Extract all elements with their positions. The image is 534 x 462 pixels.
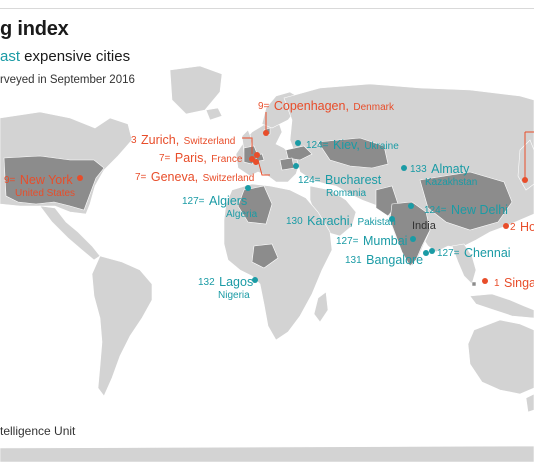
label-almaty: 133 Almaty Kazakhstan <box>410 162 478 188</box>
australia-landmass <box>467 319 534 395</box>
geneva-leader <box>257 159 270 176</box>
lagos-marker <box>252 277 258 283</box>
label-zurich: 3 Zurich, Switzerland <box>131 133 236 147</box>
ukraine-highlight <box>285 145 313 161</box>
label-kiev: 124= Kiev, Ukraine <box>306 138 399 152</box>
label-new-york: 9= New York United States <box>4 173 76 199</box>
bucharest-marker <box>293 163 299 169</box>
label-karachi: 130 Karachi, Pakistan <box>286 214 396 228</box>
new-york-marker <box>77 175 83 181</box>
africa-landmass <box>223 183 333 341</box>
kazakhstan-highlight <box>317 137 389 169</box>
karachi-marker <box>389 216 395 222</box>
subtitle-accent: ast <box>0 48 21 65</box>
singapore-marker <box>482 278 488 284</box>
antarctica-landmass <box>0 445 534 462</box>
label-mumbai: 127= Mumbai <box>336 234 408 248</box>
india-highlight <box>389 201 431 267</box>
iceland-landmass <box>205 107 223 121</box>
nigeria-highlight <box>251 243 279 269</box>
subtitle-rest: expensive cities <box>20 48 131 65</box>
label-geneva: 7= Geneva, Switzerland <box>135 170 255 184</box>
japan-marker <box>522 177 528 183</box>
zurich-leader <box>242 137 253 154</box>
bangalore-marker <box>423 250 429 256</box>
label-india: India <box>412 220 436 232</box>
label-chennai: 127= Chennai <box>437 246 511 260</box>
southeast-asia-landmass <box>451 243 477 285</box>
header-rule <box>0 8 534 9</box>
survey-note: rveyed in September 2016 <box>0 74 135 86</box>
greenland-landmass <box>169 65 223 115</box>
central-america-landmass <box>39 205 101 261</box>
algeria-highlight <box>237 185 273 225</box>
label-hong-kong: 2 Ho <box>510 220 534 234</box>
new-delhi-marker <box>408 203 414 209</box>
label-paris: 7= Paris, France <box>159 151 243 165</box>
label-algiers: 127= Algiers Algeria <box>182 194 258 220</box>
algiers-marker <box>245 185 251 191</box>
label-singapore: 1 Singa <box>494 276 534 290</box>
zurich-marker <box>254 152 260 158</box>
geneva-marker <box>253 159 259 165</box>
mumbai-marker <box>410 236 416 242</box>
label-copenhagen: 9= Copenhagen, Denmark <box>258 99 394 113</box>
romania-highlight <box>279 157 295 171</box>
label-bucharest: 124= Bucharest Romania <box>298 173 382 199</box>
kiev-marker <box>295 140 301 146</box>
united-states-highlight <box>3 155 105 211</box>
chart-subtitle: ast expensive cities <box>0 48 130 65</box>
source-note: telligence Unit <box>0 424 76 438</box>
almaty-marker <box>401 165 407 171</box>
copenhagen-marker <box>263 130 269 136</box>
china-highlight <box>419 171 513 231</box>
singapore-highlight <box>471 281 477 287</box>
south-america-landmass <box>91 255 153 397</box>
great-britain-landmass <box>241 129 253 153</box>
japan-landmass <box>517 139 534 191</box>
madagascar-landmass <box>313 291 329 323</box>
label-new-delhi: 124= New Delhi <box>424 203 508 217</box>
indonesia-landmass <box>469 293 534 319</box>
chart-title: g index <box>0 18 69 40</box>
new-zealand-landmass <box>525 393 534 413</box>
label-lagos: 132 Lagos Nigeria <box>198 275 254 301</box>
hong-kong-marker <box>503 223 509 229</box>
chennai-marker <box>429 248 435 254</box>
label-bangalore: 131 Bangalore <box>345 253 424 267</box>
